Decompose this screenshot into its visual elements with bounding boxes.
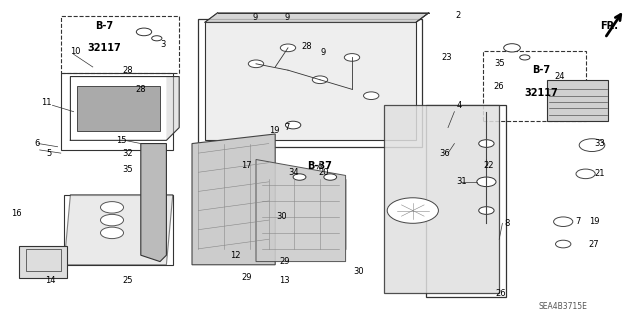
Text: 29: 29 [280, 257, 290, 266]
Text: 30: 30 [276, 212, 287, 221]
Text: B-7: B-7 [532, 65, 550, 75]
Text: 35: 35 [123, 165, 133, 174]
Circle shape [100, 214, 124, 226]
Text: 23: 23 [442, 53, 452, 62]
Bar [547, 80, 608, 121]
Circle shape [280, 44, 296, 52]
Text: 14: 14 [45, 276, 55, 285]
Bar [483, 51, 586, 121]
Text: 35: 35 [494, 59, 504, 68]
Text: 22: 22 [483, 161, 493, 170]
Circle shape [248, 60, 264, 68]
Circle shape [344, 54, 360, 61]
Text: 2: 2 [455, 11, 460, 20]
Circle shape [479, 207, 494, 214]
Text: 21: 21 [595, 169, 605, 178]
Text: 7: 7 [284, 123, 289, 132]
Text: 9: 9 [284, 13, 289, 22]
Text: 7: 7 [575, 217, 580, 226]
Text: 12: 12 [230, 251, 241, 260]
Circle shape [556, 240, 571, 248]
Polygon shape [166, 77, 179, 140]
Bar [64, 195, 173, 265]
Text: 30: 30 [354, 267, 364, 276]
Circle shape [285, 121, 301, 129]
Text: 20: 20 [319, 168, 329, 177]
Bar [61, 16, 179, 73]
Text: 27: 27 [589, 240, 599, 249]
Text: B-7: B-7 [95, 20, 113, 31]
Text: 17: 17 [241, 161, 252, 170]
Polygon shape [256, 160, 346, 262]
Text: 31: 31 [457, 177, 467, 186]
Circle shape [576, 169, 595, 179]
Bar [426, 105, 506, 297]
Text: 19: 19 [269, 126, 279, 135]
Text: 28: 28 [302, 42, 312, 51]
Text: 29: 29 [241, 273, 252, 282]
Text: 36: 36 [440, 149, 450, 158]
Text: 8: 8 [505, 219, 510, 228]
Polygon shape [141, 144, 166, 262]
Text: 10: 10 [70, 47, 81, 56]
Text: 6: 6 [35, 139, 40, 148]
Circle shape [504, 44, 520, 52]
Text: FR.: FR. [600, 20, 618, 31]
Text: B-37: B-37 [308, 161, 332, 171]
Polygon shape [205, 13, 429, 22]
Circle shape [387, 198, 438, 223]
Circle shape [100, 202, 124, 213]
Text: 28: 28 [136, 85, 146, 94]
Text: 32117: 32117 [88, 43, 121, 53]
Bar [198, 19, 422, 147]
Text: 34: 34 [288, 168, 298, 177]
Text: 9: 9 [252, 13, 257, 22]
Polygon shape [64, 195, 173, 265]
Circle shape [520, 55, 530, 60]
Polygon shape [205, 22, 416, 140]
Text: 24: 24 [555, 72, 565, 81]
Text: 11: 11 [41, 98, 51, 107]
Bar [19, 246, 67, 278]
Circle shape [152, 36, 162, 41]
Bar [77, 86, 160, 131]
Text: 15: 15 [116, 136, 127, 145]
Text: 32117: 32117 [524, 87, 557, 98]
Text: 32: 32 [123, 149, 133, 158]
Text: 13: 13 [280, 276, 290, 285]
Text: 9: 9 [321, 48, 326, 57]
Bar [61, 73, 173, 150]
Circle shape [293, 174, 306, 180]
Bar [26, 249, 61, 271]
Text: 5: 5 [47, 149, 52, 158]
Text: 4: 4 [457, 101, 462, 110]
Circle shape [477, 177, 496, 187]
Circle shape [100, 227, 124, 239]
Circle shape [136, 28, 152, 36]
Text: 28: 28 [123, 66, 133, 75]
Text: 19: 19 [589, 217, 599, 226]
Text: 26: 26 [494, 82, 504, 91]
Circle shape [579, 139, 605, 152]
Text: 26: 26 [495, 289, 506, 298]
Text: 25: 25 [123, 276, 133, 285]
Circle shape [554, 217, 573, 226]
Text: SEA4B3715E: SEA4B3715E [539, 302, 588, 311]
Circle shape [479, 140, 494, 147]
Polygon shape [192, 134, 275, 265]
Text: 16: 16 [11, 209, 21, 218]
Circle shape [364, 92, 379, 100]
Circle shape [324, 174, 337, 180]
Polygon shape [384, 105, 499, 293]
Text: 3: 3 [161, 40, 166, 49]
Circle shape [312, 76, 328, 84]
Text: 33: 33 [595, 139, 605, 148]
